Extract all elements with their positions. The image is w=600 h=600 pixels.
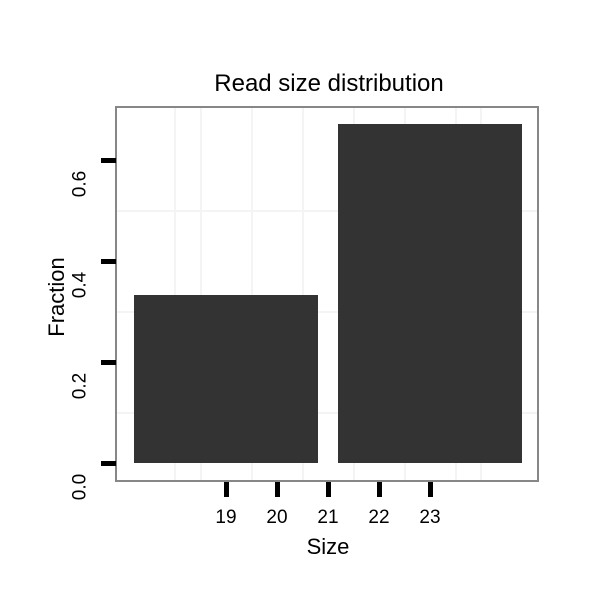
gridline-minor-x	[174, 108, 176, 480]
bar	[338, 124, 522, 464]
x-tick-label: 20	[266, 507, 288, 528]
chart-title: Read size distribution	[214, 70, 444, 97]
gridline-minor-x	[250, 108, 253, 480]
y-tick-label: 0.2	[69, 372, 91, 399]
y-tick-label: 0.4	[69, 271, 91, 298]
x-tick-label: 19	[215, 507, 237, 528]
x-tick-mark	[325, 482, 331, 497]
x-tick-label: 23	[419, 507, 441, 528]
gridline-minor-y	[117, 210, 537, 212]
y-tick-mark	[101, 461, 116, 466]
x-tick-label: 21	[317, 507, 339, 528]
x-axis-label: Size	[306, 534, 350, 559]
x-tick-label: 22	[368, 507, 390, 528]
gridline-minor-x	[199, 108, 202, 480]
plot-panel	[115, 106, 539, 482]
gridline-minor-y	[117, 311, 537, 313]
x-tick-mark	[427, 482, 433, 497]
y-tick-label: 0.6	[69, 170, 91, 197]
x-tick-mark	[223, 482, 229, 497]
bar	[134, 294, 318, 464]
y-axis-label: Fraction	[44, 257, 69, 337]
gridline-minor-y	[117, 412, 537, 414]
y-tick-mark	[101, 259, 116, 264]
y-tick-mark	[101, 360, 116, 365]
gridline-minor-x	[301, 108, 304, 480]
x-tick-mark	[376, 482, 382, 497]
y-tick-mark	[101, 158, 116, 163]
x-tick-mark	[274, 482, 280, 497]
y-tick-label: 0.0	[69, 473, 91, 500]
